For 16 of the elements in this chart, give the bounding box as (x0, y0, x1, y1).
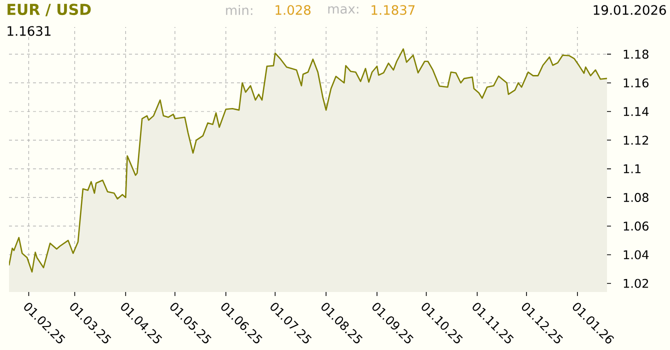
text: max: (328, 6, 358, 14)
text: 1.1837 (372, 5, 415, 15)
text: 1.028 (276, 5, 311, 15)
y-tick-label: 1.16 (624, 78, 648, 88)
y-tick-label: 1.1 (624, 164, 640, 174)
text: 19.01.2026 (594, 5, 666, 15)
y-tick-label: 1.08 (624, 192, 648, 202)
chart-title: EUR / USD (8, 4, 91, 16)
annotation: 1.1631 (8, 26, 50, 36)
y-tick-label: 1.02 (624, 278, 648, 288)
text: min: (226, 5, 252, 15)
y-tick-label: 1.06 (624, 222, 648, 231)
y-tick-label: 1.04 (624, 250, 649, 260)
y-tick-label: 1.12 (624, 136, 648, 145)
y-tick-label: 1.14 (624, 107, 649, 116)
y-tick-label: 1.18 (624, 50, 648, 59)
